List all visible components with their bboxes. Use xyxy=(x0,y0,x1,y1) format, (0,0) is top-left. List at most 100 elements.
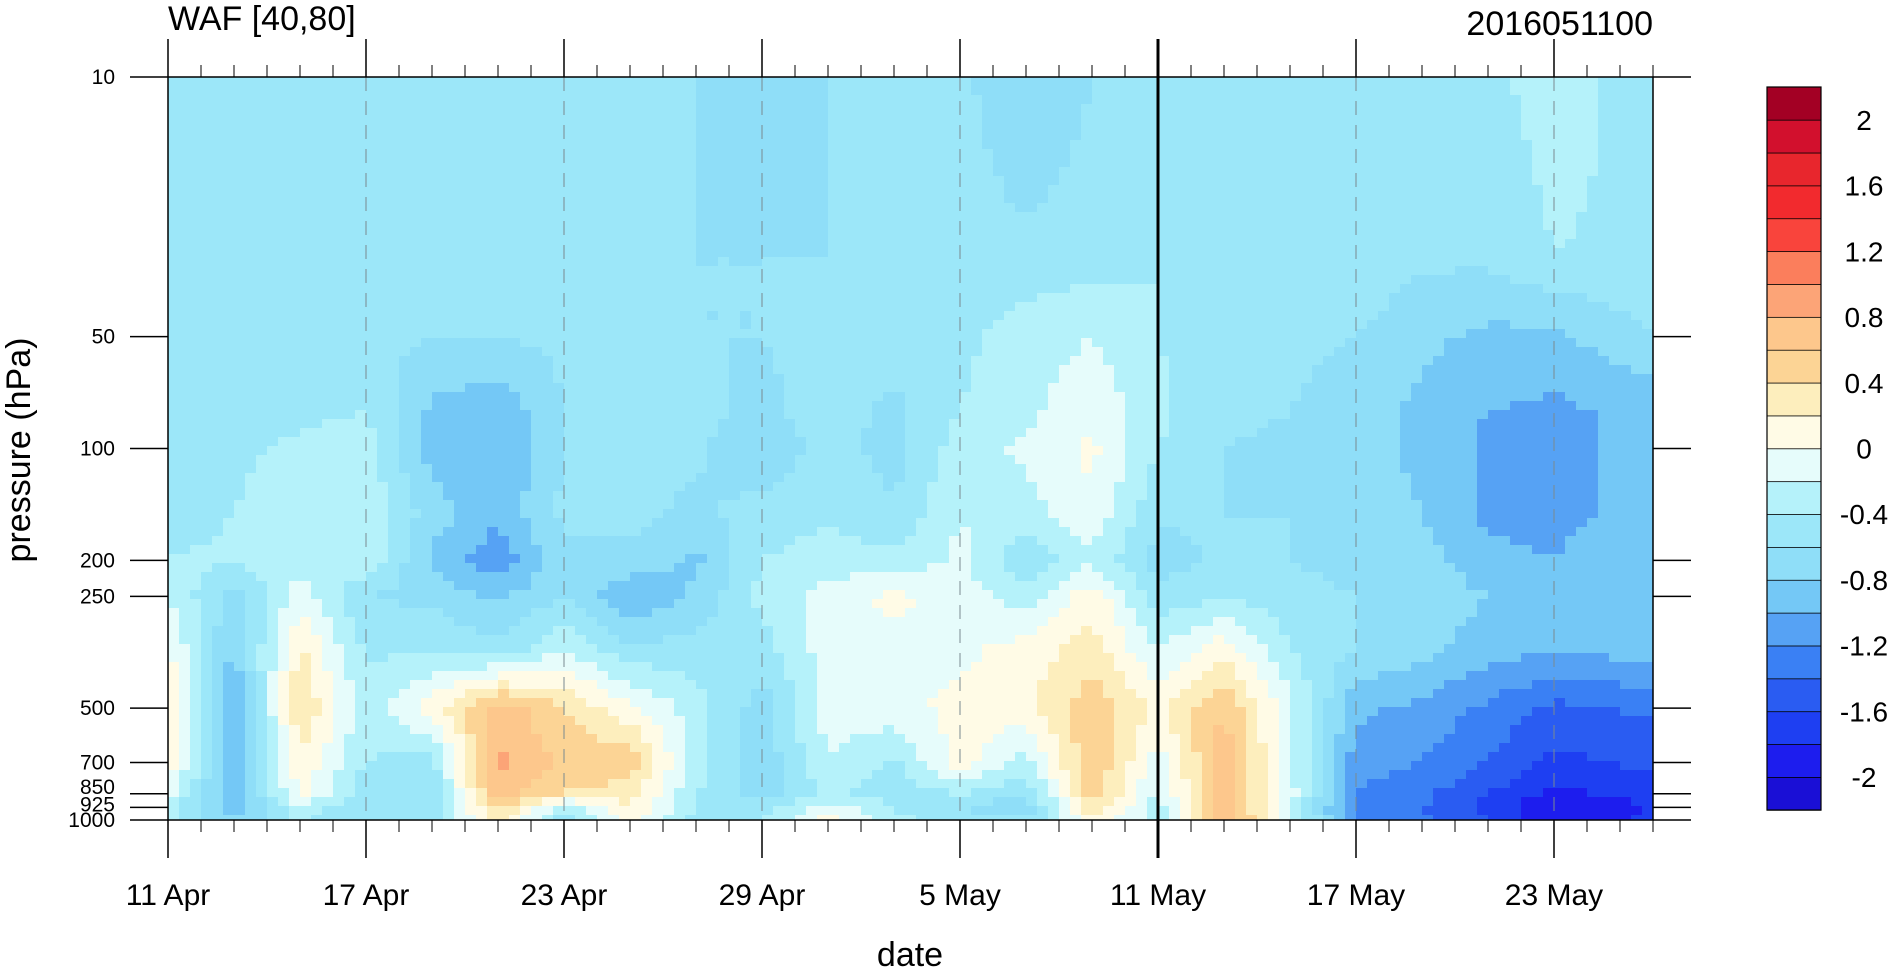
field-cell xyxy=(190,338,202,348)
field-cell xyxy=(1312,221,1324,231)
field-cell xyxy=(1246,329,1258,339)
field-cell xyxy=(773,365,785,375)
field-cell xyxy=(410,257,422,267)
field-cell xyxy=(608,95,620,105)
field-cell xyxy=(366,203,378,213)
field-cell xyxy=(1125,77,1137,87)
field-cell xyxy=(1389,365,1401,375)
field-cell xyxy=(1609,320,1621,330)
field-cell xyxy=(839,167,851,177)
field-cell xyxy=(828,311,840,321)
field-cell xyxy=(927,365,939,375)
field-cell xyxy=(1202,140,1214,150)
field-cell xyxy=(1312,248,1324,258)
field-cell xyxy=(509,194,521,204)
field-cell xyxy=(817,122,829,132)
field-cell xyxy=(1136,383,1148,393)
field-cell xyxy=(1092,293,1104,303)
field-cell xyxy=(311,239,323,249)
field-cell xyxy=(949,230,961,240)
field-cell xyxy=(1026,212,1038,222)
field-cell xyxy=(894,257,906,267)
field-cell xyxy=(498,329,510,339)
field-cell xyxy=(1081,257,1093,267)
field-cell xyxy=(1158,86,1170,96)
field-cell xyxy=(795,221,807,231)
field-cell xyxy=(608,374,620,384)
field-cell xyxy=(938,356,950,366)
field-cell xyxy=(1510,374,1522,384)
field-cell xyxy=(201,113,213,123)
field-cell xyxy=(993,266,1005,276)
field-cell xyxy=(245,257,257,267)
field-cell xyxy=(1004,113,1016,123)
field-cell xyxy=(1554,302,1566,312)
field-cell xyxy=(916,383,928,393)
field-cell xyxy=(476,149,488,159)
field-cell xyxy=(1532,104,1544,114)
field-cell xyxy=(289,401,301,411)
field-cell xyxy=(894,248,906,258)
field-cell xyxy=(1158,311,1170,321)
field-cell xyxy=(1103,95,1115,105)
field-cell xyxy=(641,293,653,303)
field-cell xyxy=(1334,149,1346,159)
field-cell xyxy=(311,347,323,357)
field-cell xyxy=(1521,77,1533,87)
field-cell xyxy=(619,239,631,249)
field-cell xyxy=(960,86,972,96)
field-cell xyxy=(190,302,202,312)
field-cell xyxy=(1466,401,1478,411)
field-cell xyxy=(1389,248,1401,258)
field-cell xyxy=(509,329,521,339)
field-cell xyxy=(1125,122,1137,132)
field-cell xyxy=(1070,230,1082,240)
field-cell xyxy=(1367,131,1379,141)
field-cell xyxy=(410,149,422,159)
field-cell xyxy=(586,401,598,411)
field-cell xyxy=(1400,221,1412,231)
field-cell xyxy=(1609,302,1621,312)
field-cell xyxy=(949,203,961,213)
field-cell xyxy=(575,140,587,150)
field-cell xyxy=(784,113,796,123)
field-cell xyxy=(740,329,752,339)
field-cell xyxy=(740,347,752,357)
field-cell xyxy=(861,77,873,87)
field-cell xyxy=(1257,347,1269,357)
field-cell xyxy=(179,356,191,366)
field-cell xyxy=(872,383,884,393)
field-cell xyxy=(1510,293,1522,303)
field-cell xyxy=(960,149,972,159)
field-cell xyxy=(1477,221,1489,231)
field-cell xyxy=(872,320,884,330)
field-cell xyxy=(784,185,796,195)
field-cell xyxy=(894,266,906,276)
field-cell xyxy=(1642,347,1653,357)
field-cell xyxy=(333,86,345,96)
field-cell xyxy=(1510,365,1522,375)
field-cell xyxy=(1510,266,1522,276)
field-cell xyxy=(729,275,741,285)
field-cell xyxy=(1543,257,1555,267)
field-cell xyxy=(1279,77,1291,87)
field-cell xyxy=(1477,374,1489,384)
field-cell xyxy=(685,239,697,249)
field-cell xyxy=(487,374,499,384)
field-cell xyxy=(465,329,477,339)
field-cell xyxy=(190,365,202,375)
field-cell xyxy=(751,347,763,357)
field-cell xyxy=(1279,338,1291,348)
field-cell xyxy=(1389,257,1401,267)
field-cell xyxy=(542,140,554,150)
field-cell xyxy=(1455,257,1467,267)
field-cell xyxy=(1191,365,1203,375)
field-cell xyxy=(1598,266,1610,276)
field-cell xyxy=(564,320,576,330)
field-cell xyxy=(201,266,213,276)
field-cell xyxy=(443,302,455,312)
field-cell xyxy=(608,356,620,366)
field-cell xyxy=(652,212,664,222)
field-cell xyxy=(773,338,785,348)
field-cell xyxy=(630,113,642,123)
